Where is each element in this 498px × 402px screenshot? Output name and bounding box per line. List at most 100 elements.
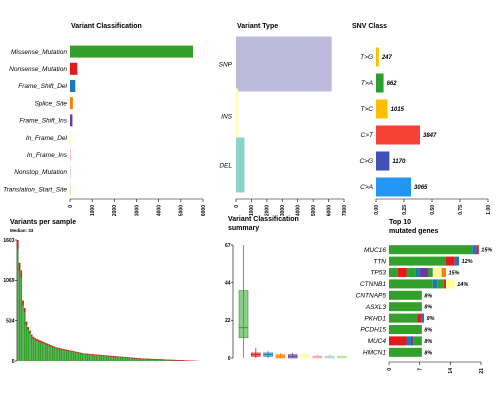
vps-bar-top-4 (23, 308, 26, 313)
vps-bar-top-7 (29, 330, 31, 334)
vps-ytick-0: 0 (12, 359, 15, 365)
vps-bar-46 (97, 354, 99, 361)
gene-percent-ASXL3: 8% (424, 305, 432, 311)
gene-bar-TP53-4 (419, 268, 429, 277)
vps-bar-top-56 (114, 356, 117, 357)
vps-bar-62 (125, 357, 127, 361)
vps-bar-72 (142, 358, 145, 361)
vps-bar-top-63 (126, 357, 129, 359)
gene-percent-TTN: 12% (462, 259, 473, 265)
gene-percent-CNTNAP5: 8% (424, 293, 432, 299)
gene-bar-CTNNB1-1 (432, 279, 438, 289)
vps-bar-top-29 (67, 350, 70, 351)
vps-bar-top-67 (133, 357, 136, 359)
snv-value-T>C: 1015 (391, 107, 405, 113)
snv-xtick-0.75: 0.75 (458, 205, 464, 215)
vps-bar-28 (65, 349, 68, 361)
vps-bar-57 (116, 356, 118, 361)
vps-bar-top-32 (72, 351, 75, 352)
gene-bar-TP53-7 (441, 268, 446, 277)
vps-bar-16 (44, 342, 47, 361)
vps-bar-top-84 (163, 359, 165, 361)
vps-bar-top-85 (165, 359, 167, 361)
vps-bar-3 (22, 300, 24, 361)
vps-bar-76 (149, 358, 152, 361)
vps-bar-top-78 (152, 358, 155, 360)
gene-percent-PCDH15: 8% (424, 328, 432, 334)
vps-bar-top-8 (30, 334, 33, 337)
vc-bar-Frame_Shift_Del (70, 80, 76, 92)
vps-bar-5 (25, 321, 28, 361)
snv-label-C>A: C>A (360, 184, 373, 191)
vps-bar-27 (64, 349, 66, 361)
vc-label-In_Frame_Ins: In_Frame_Ins (27, 152, 68, 159)
vps-bar-top-70 (139, 358, 141, 360)
vps-bar-20 (51, 345, 54, 361)
vc-xtick-1000: 1000 (90, 205, 96, 216)
gene-bar-TTN-0 (389, 256, 446, 266)
variants-per-sample-chart: 0 534 1069 1603 (3, 238, 200, 365)
vps-bar-top-22 (55, 347, 57, 349)
vps-bar-77 (151, 358, 153, 361)
top-title-line1: Top 10 (389, 219, 411, 226)
vps-bar-top-82 (159, 359, 162, 361)
vt-xtick-5000: 5000 (311, 205, 317, 216)
box-ytick-44: 44 (225, 280, 231, 286)
vt-xtick-3000: 3000 (280, 205, 286, 216)
vps-bar-66 (132, 357, 134, 361)
snv-label-C>T: C>T (361, 132, 374, 139)
gene-bar-PKHD1-1 (417, 313, 422, 323)
vps-bar-top-87 (168, 359, 171, 361)
vps-bar-top-62 (125, 357, 127, 358)
snv-bar-C>A (376, 177, 412, 197)
vps-bar-34 (76, 351, 78, 361)
snv-bar-T>C (376, 99, 388, 119)
vc-bar-Missense_Mutation (70, 45, 194, 58)
top10-genes-chart: Top 10 mutated genes MUC16 15% TTN 12% TP53 15%… (356, 219, 493, 374)
vps-bar-11 (36, 339, 38, 361)
vps-bar-22 (55, 347, 57, 361)
vc-label-Frame_Shift_Ins: Frame_Shift_Ins (19, 118, 67, 125)
vps-bar-36 (79, 352, 82, 361)
vps-bar-19 (50, 345, 52, 361)
vps-bar-52 (107, 355, 110, 361)
snv-xtick-0.25: 0.25 (402, 205, 408, 215)
snv-value-T>G: 247 (381, 55, 393, 61)
vps-bar-78 (152, 358, 155, 361)
gene-label-MUC16: MUC16 (364, 247, 386, 254)
vps-bar-1 (18, 262, 21, 361)
vc-xtick-2000: 2000 (112, 205, 118, 216)
vps-bar-top-45 (95, 354, 97, 356)
gene-label-ASXL3: ASXL3 (365, 304, 387, 311)
vps-bar-65 (130, 357, 132, 361)
gene-label-MUC4: MUC4 (368, 338, 387, 345)
vps-bar-top-26 (62, 348, 64, 350)
vps-bar-top-80 (156, 359, 158, 360)
gene-bar-CTNNB1-4 (445, 279, 455, 289)
box-ytick-22: 22 (225, 318, 231, 324)
snv-bar-T>A (376, 73, 384, 93)
vps-bar-63 (126, 357, 129, 361)
vps-bar-40 (86, 353, 89, 361)
vps-bar-top-16 (44, 342, 47, 345)
vps-bar-top-42 (90, 354, 92, 355)
gene-bar-MUC4-3 (413, 336, 422, 346)
vt-bar-INS (236, 88, 239, 144)
vc-xtick-5000: 5000 (179, 205, 185, 216)
vps-bar-top-89 (172, 359, 174, 361)
vt-xtick-6000: 6000 (326, 205, 332, 216)
vc-label-Nonstop_Mutation: Nonstop_Mutation (14, 169, 67, 176)
gene-bar-PCDH15-0 (389, 325, 422, 334)
box-iqr-Missense_Mutation (238, 290, 249, 339)
snv-class-chart: T>G 247 T>A 662 T>C 1015 C>T 3847 C>G 1170 C>A 3065… (359, 47, 492, 215)
vps-bar-top-36 (79, 352, 82, 354)
vps-bar-31 (71, 350, 73, 361)
box-title-line1: Variant Classification (228, 216, 299, 223)
vps-bar-45 (95, 354, 97, 361)
vps-bar-top-72 (142, 358, 145, 360)
vps-bar-38 (83, 353, 85, 361)
vps-bar-48 (100, 354, 103, 361)
gene-bar-CTNNB1-3 (443, 279, 446, 289)
gene-bar-MUC16-0 (389, 245, 473, 255)
vps-bar-24 (58, 348, 61, 361)
